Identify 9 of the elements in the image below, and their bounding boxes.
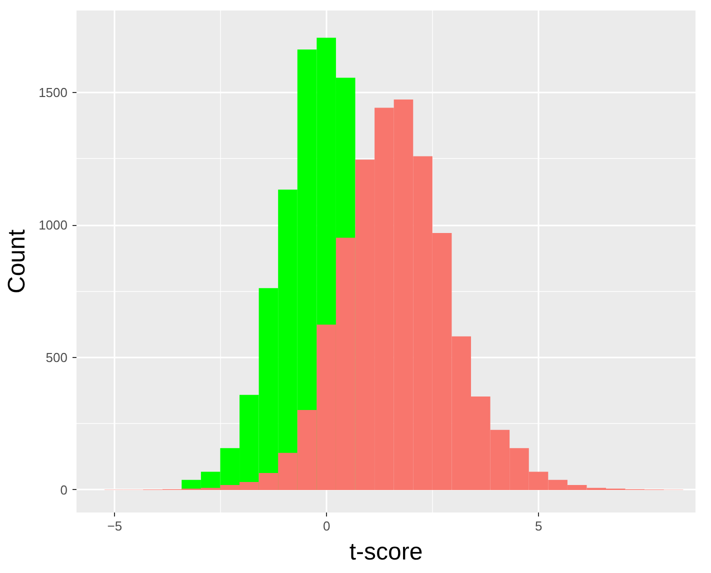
y-tick-label: 0 — [60, 482, 68, 498]
x-tick-label: −5 — [107, 518, 122, 534]
x-tick-label: 0 — [323, 518, 330, 534]
y-tick-label: 1000 — [38, 218, 68, 233]
y-tick-label: 500 — [46, 350, 68, 366]
y-tick-label: 1500 — [38, 85, 68, 100]
y-axis-title: Count — [4, 229, 31, 294]
x-axis-title: t-score — [349, 538, 423, 566]
x-tick-label: 5 — [535, 518, 542, 534]
